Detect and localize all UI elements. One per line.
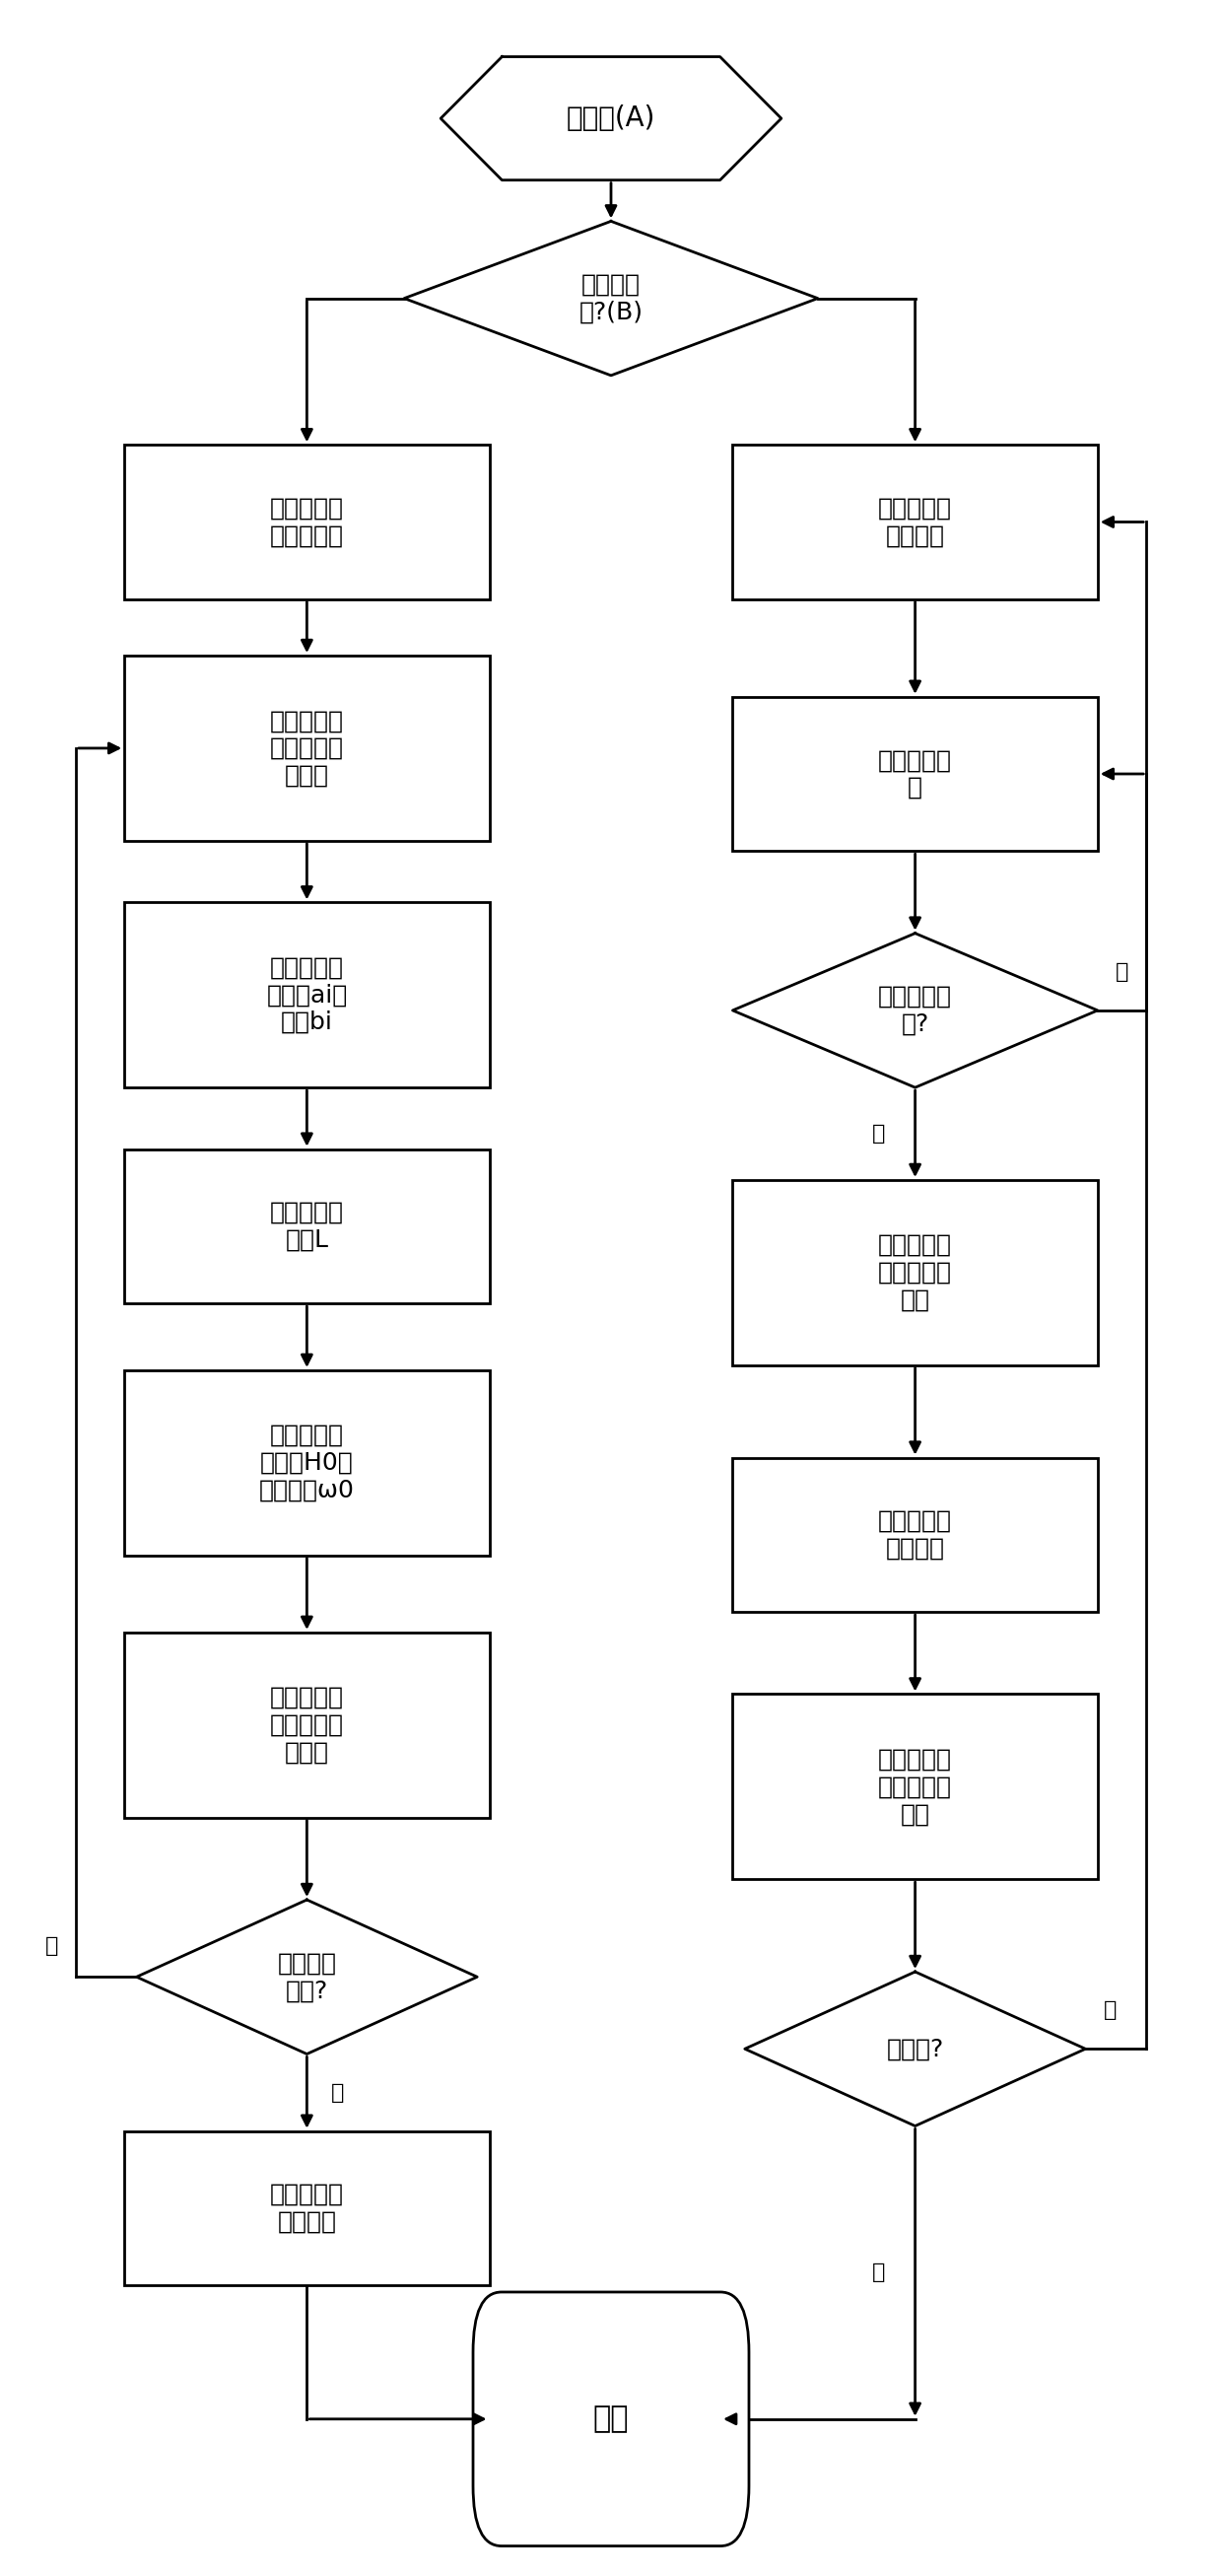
FancyBboxPatch shape: [125, 1633, 489, 1819]
FancyBboxPatch shape: [733, 1180, 1097, 1365]
Text: 否: 否: [1103, 2002, 1117, 2020]
Text: 计算主成分
值，确定主
元个数: 计算主成分 值，确定主 元个数: [270, 708, 343, 788]
Text: 是: 是: [871, 2262, 885, 2282]
FancyBboxPatch shape: [125, 446, 489, 600]
Polygon shape: [733, 933, 1097, 1087]
Text: 数据处理并
输入软测量
模型: 数据处理并 输入软测量 模型: [879, 1234, 952, 1311]
FancyBboxPatch shape: [733, 1458, 1097, 1613]
Text: 是否进入稳
态?: 是否进入稳 态?: [879, 984, 952, 1036]
Text: 读取过程数
据: 读取过程数 据: [879, 750, 952, 799]
Text: 否: 否: [45, 1937, 57, 1955]
Text: 结束: 结束: [593, 2406, 629, 2434]
Text: 初始化(A): 初始化(A): [567, 106, 655, 131]
Text: 读取软测量
模型参数: 读取软测量 模型参数: [879, 497, 952, 549]
Text: 是: 是: [871, 1123, 885, 1144]
Text: 随机产生输
入权值ai和
阈值bi: 随机产生输 入权值ai和 阈值bi: [266, 956, 347, 1033]
Text: 计算输出值
并与导师信
号比较: 计算输出值 并与导师信 号比较: [270, 1685, 343, 1765]
Text: 保存软测量
模型参数: 保存软测量 模型参数: [270, 2182, 343, 2233]
Text: 计算隐层输
出矩阵H0和
输出权值ω0: 计算隐层输 出矩阵H0和 输出权值ω0: [259, 1425, 354, 1502]
Text: 误差是否
合格?: 误差是否 合格?: [277, 1953, 336, 2002]
Text: 计算软测量
模型输出: 计算软测量 模型输出: [879, 1510, 952, 1561]
FancyBboxPatch shape: [125, 657, 489, 840]
Text: 否: 否: [1116, 961, 1129, 981]
FancyBboxPatch shape: [125, 902, 489, 1087]
FancyBboxPatch shape: [733, 696, 1097, 850]
Polygon shape: [137, 1899, 477, 2053]
Text: 结束否?: 结束否?: [886, 2038, 943, 2061]
FancyBboxPatch shape: [733, 1695, 1097, 1880]
Text: 训练或测
量?(B): 训练或测 量?(B): [579, 273, 643, 325]
FancyBboxPatch shape: [125, 1370, 489, 1556]
Polygon shape: [404, 222, 818, 376]
Text: 是: 是: [331, 2084, 345, 2102]
Text: 确定隐层节
点数L: 确定隐层节 点数L: [270, 1200, 343, 1252]
Text: 对初始样本
标准化处理: 对初始样本 标准化处理: [270, 497, 343, 549]
Text: 显示精矿品
位指标测量
结果: 显示精矿品 位指标测量 结果: [879, 1747, 952, 1826]
Polygon shape: [441, 57, 781, 180]
Polygon shape: [745, 1971, 1085, 2125]
FancyBboxPatch shape: [733, 446, 1097, 600]
FancyBboxPatch shape: [125, 2130, 489, 2285]
FancyBboxPatch shape: [125, 1149, 489, 1303]
FancyBboxPatch shape: [473, 2293, 749, 2545]
